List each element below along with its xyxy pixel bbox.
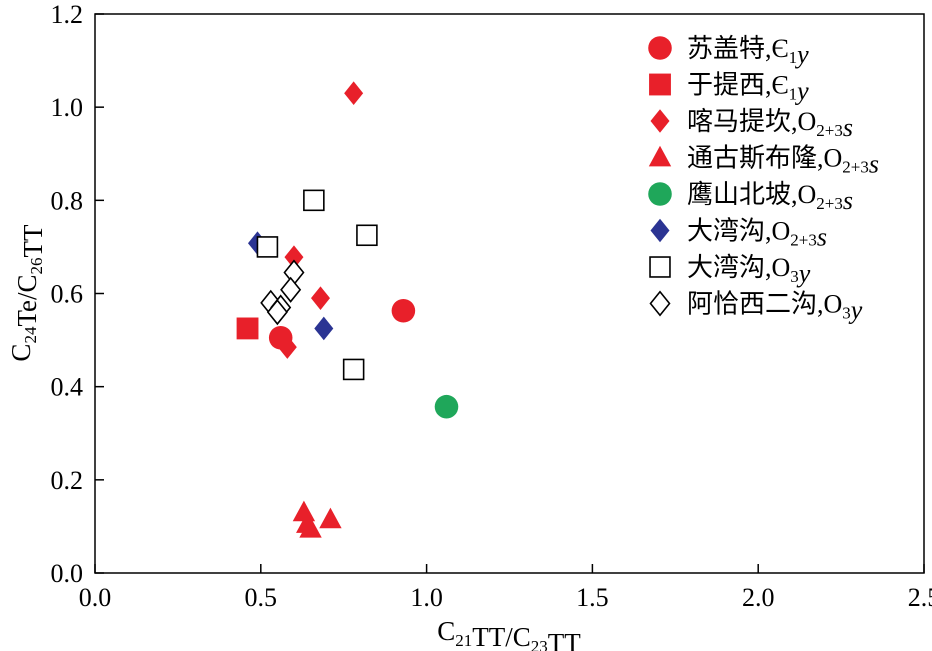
- legend-marker: [650, 109, 670, 133]
- legend-label: 大湾沟,O2+3s: [687, 217, 827, 252]
- data-point: [277, 335, 297, 359]
- y-tick-label: 1.2: [51, 0, 84, 29]
- legend-label: 鹰山北坡,O2+3s: [687, 180, 853, 215]
- x-axis-title: C21TT/C23TT: [437, 616, 581, 651]
- data-point: [299, 516, 322, 538]
- data-point: [434, 394, 459, 419]
- legend-label: 苏盖特,Є1y: [687, 34, 809, 69]
- legend-marker: [649, 290, 671, 317]
- legend-marker: [649, 73, 671, 96]
- y-tick-label: 0.2: [51, 466, 84, 495]
- tick-labels: 0.0 0.5 1.0 1.5 2.0 2.5 0.0 0.2 0.4 0.6 0.8 1.0 1.2: [51, 0, 932, 612]
- legend-label: 喀马提坎,O2+3s: [687, 107, 853, 142]
- x-tick-label: 0.0: [79, 583, 112, 612]
- data-point: [356, 224, 378, 247]
- data-point: [266, 299, 288, 326]
- x-tick-label: 2.0: [742, 583, 775, 612]
- data-point: [314, 316, 334, 341]
- legend-marker: [648, 182, 672, 206]
- legend-marker: [649, 256, 671, 278]
- legend-label: 阿恰西二沟,O3y: [687, 290, 863, 325]
- y-tick-label: 1.0: [51, 93, 84, 122]
- legend-label: 通古斯布隆,O2+3s: [687, 144, 879, 179]
- data-point: [292, 500, 316, 522]
- legend: 苏盖特,Є1y于提西,Є1y喀马提坎,O2+3s通古斯布隆,O2+3s鹰山北坡,…: [648, 34, 879, 325]
- legend-label: 大湾沟,O3y: [687, 253, 811, 288]
- x-tick-label: 1.5: [576, 583, 609, 612]
- data-point: [344, 81, 364, 105]
- y-tick-label: 0.6: [51, 280, 84, 309]
- x-tick-label: 2.5: [908, 583, 932, 612]
- y-tick-label: 0.8: [51, 186, 84, 215]
- data-point: [391, 298, 416, 323]
- legend-marker: [648, 145, 672, 167]
- data-point: [284, 245, 304, 269]
- data-point: [310, 286, 330, 310]
- data-point: [342, 358, 365, 381]
- data-point: [319, 507, 342, 529]
- x-tick-label: 1.0: [410, 583, 443, 612]
- x-tick-label: 0.5: [245, 583, 278, 612]
- data-point: [256, 236, 279, 258]
- data-point: [303, 189, 325, 212]
- data-point: [236, 317, 259, 340]
- data-point: [280, 276, 302, 303]
- legend-label: 于提西,Є1y: [687, 71, 809, 106]
- y-axis-title: C24Te/C26TT: [6, 224, 48, 362]
- legend-marker: [650, 218, 670, 243]
- y-tick-label: 0.0: [51, 559, 84, 588]
- legend-marker: [648, 36, 672, 60]
- data-points: [236, 81, 459, 538]
- data-point: [283, 259, 305, 286]
- y-tick-label: 0.4: [51, 373, 84, 402]
- axis-ticks: [94, 13, 925, 574]
